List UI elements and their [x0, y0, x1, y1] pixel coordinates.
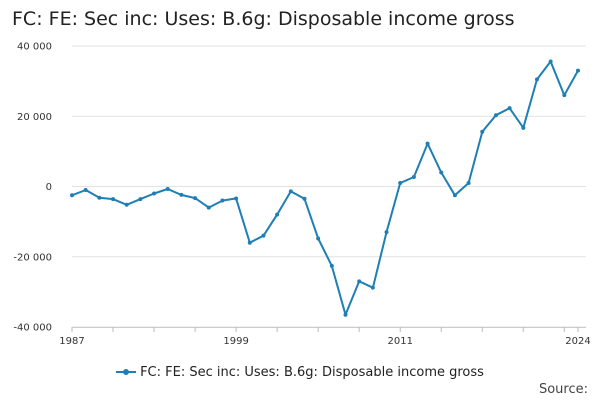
y-tick-label: -40 000 — [13, 323, 52, 334]
data-point — [275, 212, 280, 217]
data-point — [179, 192, 184, 197]
x-tick-label: 1987 — [59, 336, 84, 347]
data-point — [521, 125, 526, 130]
y-tick-label: 40 000 — [17, 42, 52, 53]
data-point — [507, 106, 512, 111]
data-point — [480, 129, 485, 134]
data-point — [493, 113, 498, 118]
data-point — [193, 196, 198, 201]
data-point — [70, 193, 74, 198]
data-point — [302, 196, 307, 201]
data-point — [370, 285, 375, 290]
data-point — [562, 93, 567, 98]
data-point — [288, 189, 293, 194]
data-point — [343, 312, 348, 317]
data-point — [357, 279, 362, 284]
data-point — [206, 205, 211, 210]
source-label: Source: — [538, 382, 588, 397]
data-point — [111, 197, 116, 202]
data-point — [83, 188, 88, 193]
chart-title: FC: FE: Sec inc: Uses: B.6g: Disposable … — [12, 8, 515, 30]
data-point — [439, 170, 444, 175]
data-point — [220, 198, 225, 203]
y-tick-label: -20 000 — [13, 252, 52, 263]
y-tick-label: 0 — [46, 182, 52, 193]
data-point — [411, 175, 416, 180]
legend-label: FC: FE: Sec inc: Uses: B.6g: Disposable … — [140, 365, 484, 380]
data-point — [425, 141, 430, 146]
data-point — [466, 180, 471, 185]
data-point — [234, 196, 239, 201]
data-point — [247, 240, 252, 245]
data-point — [124, 202, 129, 207]
series-line — [71, 60, 579, 316]
legend[interactable]: FC: FE: Sec inc: Uses: B.6g: Disposable … — [0, 364, 600, 382]
data-point — [97, 195, 102, 200]
x-tick-label: 1999 — [223, 336, 248, 347]
data-point — [384, 230, 389, 235]
y-tick-label: 20 000 — [17, 112, 52, 123]
legend-swatch — [116, 368, 137, 375]
data-point — [316, 236, 321, 241]
data-point — [152, 191, 157, 196]
data-point — [329, 263, 334, 268]
data-point — [452, 193, 457, 198]
data-point — [576, 68, 580, 73]
data-point — [398, 180, 403, 185]
data-point — [138, 197, 143, 202]
data-point — [261, 233, 266, 238]
data-point — [165, 186, 170, 191]
x-tick-label: 2011 — [387, 336, 412, 347]
x-tick-label: 2024 — [565, 336, 590, 347]
data-point — [548, 59, 553, 64]
data-point — [534, 77, 539, 82]
